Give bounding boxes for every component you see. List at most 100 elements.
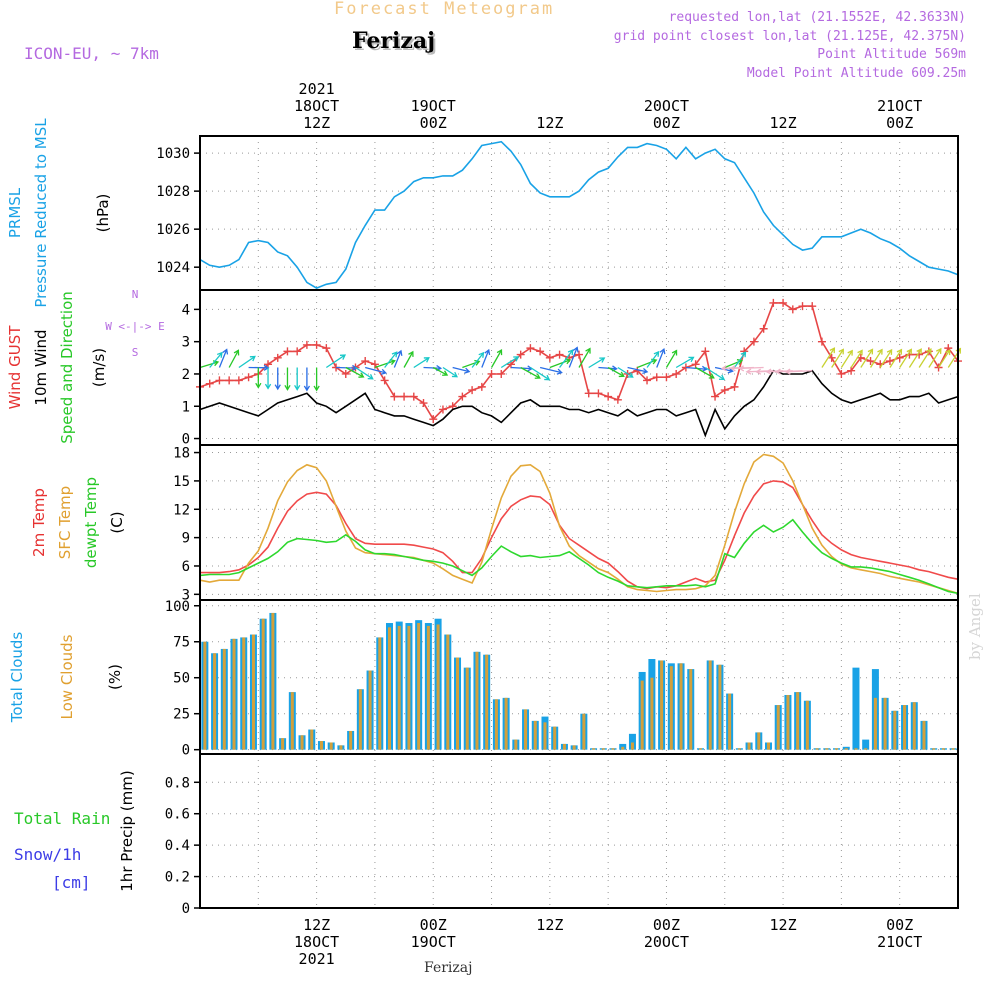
wind-arrow: [908, 348, 922, 368]
y-tick-label: 0.2: [165, 870, 190, 886]
wind-arrow: [471, 352, 484, 368]
y-tick-label: 1030: [156, 146, 190, 162]
bar-low-clouds: [339, 745, 343, 750]
bar-low-clouds: [621, 746, 625, 750]
wind-arrow: [840, 350, 853, 368]
series-sfc-temp: [199, 453, 959, 595]
top-time-label: 20OCT: [644, 97, 689, 115]
bar-low-clouds: [689, 669, 693, 750]
bar-low-clouds: [815, 748, 819, 750]
bar-low-clouds: [213, 653, 217, 750]
top-time-label: 00Z: [886, 114, 913, 132]
wind-arrow: [490, 349, 503, 368]
precip-legend-label: Snow/1h: [14, 845, 81, 864]
top-time-label: 12Z: [536, 114, 563, 132]
gust-marker: [672, 369, 681, 378]
wind-arrow: [452, 366, 470, 373]
y-axis-label: SFC Temp: [56, 486, 74, 559]
wind-arrow: [520, 366, 541, 379]
wind-arrow-head: [944, 349, 951, 356]
wind-arrow-head: [274, 384, 281, 391]
bar-low-clouds: [776, 705, 780, 750]
wind-arrow-head: [784, 368, 791, 375]
wind-arrow: [345, 366, 364, 378]
bar-low-clouds: [951, 748, 955, 750]
wind-arrow-head: [233, 349, 240, 356]
gust-marker: [234, 376, 243, 385]
gust-marker: [817, 337, 826, 346]
wind-arrow-head: [303, 385, 311, 392]
wind-arrow: [637, 359, 657, 369]
wind-arrow-head: [727, 367, 734, 374]
bar-low-clouds: [271, 612, 275, 750]
wind-arrow: [393, 350, 402, 368]
bar-low-clouds: [397, 625, 401, 750]
panel-temperature: 3 6 9 12 15 18 2m Temp SFC Temp dewpt Temp (C): [30, 444, 959, 603]
wind-arrow-head: [838, 348, 844, 355]
wind-arrow: [355, 366, 374, 380]
wind-arrow: [938, 349, 951, 368]
wind-arrow: [665, 350, 678, 368]
bar-low-clouds: [796, 692, 800, 750]
wind-arrow: [413, 357, 430, 369]
y-axis-label: 10m Wind: [32, 329, 50, 405]
y-tick-label: 2: [182, 367, 190, 383]
wind-arrow-head: [736, 359, 744, 365]
wind-arrow: [675, 356, 694, 369]
wind-arrow-head: [534, 373, 541, 379]
wind-arrow-head: [389, 359, 396, 365]
wind-arrow-head: [294, 384, 301, 391]
wind-arrow: [384, 351, 398, 368]
bar-low-clouds: [310, 729, 314, 750]
bar-low-clouds: [290, 692, 294, 750]
panel-frame: [199, 444, 959, 601]
wind-arrow-head: [564, 358, 572, 365]
bar-low-clouds: [601, 748, 605, 750]
wind-arrow-head: [877, 348, 883, 355]
wind-arrow-head: [567, 349, 574, 356]
wind-arrow-head: [896, 348, 903, 355]
gust-marker: [788, 305, 797, 314]
bar-low-clouds: [417, 623, 421, 750]
wind-arrow: [549, 359, 571, 369]
bar-low-clouds: [825, 748, 829, 750]
gust-marker: [711, 392, 720, 401]
wind-arrow: [785, 370, 813, 373]
requested-coordinates: requested lon,lat (21.1552E, 42.3633N): [668, 10, 966, 25]
gust-marker: [701, 347, 710, 356]
bar-total-clouds: [628, 733, 636, 750]
bar-low-clouds: [251, 634, 255, 750]
wind-arrow: [831, 349, 844, 368]
wind-arrow: [860, 349, 873, 368]
bar-low-clouds: [358, 689, 362, 750]
bar-low-clouds: [835, 748, 839, 750]
wind-arrow: [879, 349, 893, 368]
bar-low-clouds: [368, 670, 372, 750]
bar-low-clouds: [242, 637, 246, 750]
bar-low-clouds: [553, 726, 557, 750]
gust-marker: [477, 382, 486, 391]
gust-marker: [438, 405, 447, 414]
gust-marker: [225, 376, 234, 385]
gust-marker: [779, 298, 788, 307]
y-tick-label: 0: [182, 743, 190, 759]
y-tick-label: 0.4: [165, 838, 190, 854]
wind-arrow: [199, 361, 219, 369]
bar-low-clouds: [718, 664, 722, 750]
bottom-time-label: 18OCT: [294, 933, 339, 951]
wind-arrow: [821, 347, 835, 368]
gust-marker: [691, 360, 700, 369]
gust-marker: [429, 415, 438, 424]
gust-marker: [613, 395, 622, 404]
wind-arrow: [869, 349, 883, 368]
wind-arrow: [918, 348, 932, 368]
wind-arrow-head: [847, 349, 853, 356]
bar-low-clouds: [300, 735, 304, 750]
bar-low-clouds: [543, 722, 547, 750]
bar-low-clouds: [873, 697, 877, 750]
bar-low-clouds: [582, 713, 586, 750]
wind-arrow-head: [916, 348, 922, 355]
y-tick-label: 0.8: [165, 775, 190, 791]
grid-point-coordinates: grid point closest lon,lat (21.125E, 42.…: [613, 29, 966, 44]
gust-marker: [808, 302, 817, 311]
